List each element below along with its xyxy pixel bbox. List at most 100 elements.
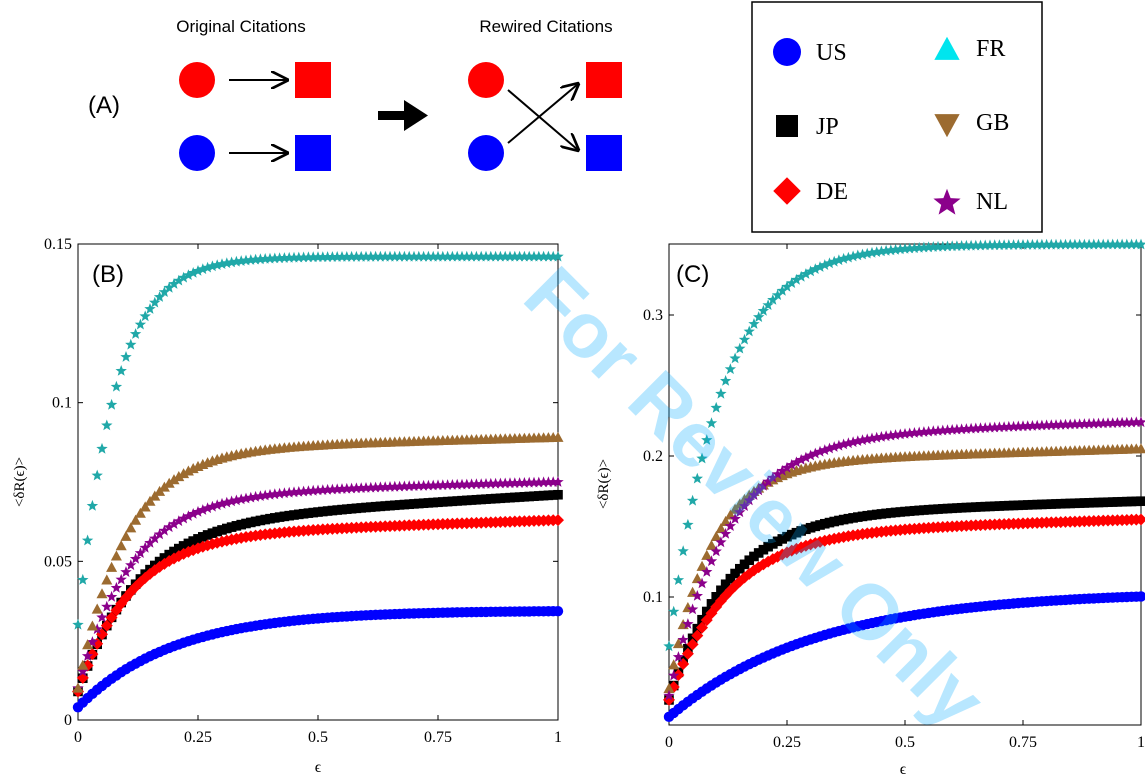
data-point-jp — [346, 503, 357, 514]
data-point-fr — [173, 274, 185, 286]
legend-box — [751, 1, 1043, 233]
data-point-fr — [979, 239, 991, 251]
x-tick-label: 0.25 — [184, 729, 212, 746]
data-point-nl — [115, 573, 127, 585]
data-point-nl — [129, 552, 142, 564]
data-point-fr — [365, 250, 377, 262]
data-point-nl — [856, 434, 869, 446]
data-point-fr — [1102, 238, 1114, 250]
data-point-nl — [427, 479, 439, 491]
data-point-nl — [278, 487, 291, 499]
data-point-fr — [965, 239, 977, 251]
data-point-gb — [1135, 443, 1145, 454]
data-point-fr — [321, 251, 334, 262]
data-point-nl — [1102, 417, 1114, 429]
data-point-fr — [206, 260, 219, 272]
data-point-nl — [485, 477, 497, 489]
data-point-us — [1135, 591, 1145, 602]
data-point-nl — [819, 444, 831, 455]
data-point-fr — [470, 250, 483, 262]
data-point-fr — [537, 250, 550, 262]
data-point-gb — [139, 501, 151, 512]
data-point-nl — [240, 492, 252, 504]
data-point-nl — [446, 479, 459, 490]
data-point-nl — [979, 422, 991, 433]
data-point-nl — [86, 636, 99, 647]
data-point-nl — [197, 504, 209, 515]
data-point-nl — [998, 421, 1010, 432]
data-point-nl — [336, 483, 348, 494]
data-point-nl — [77, 665, 89, 677]
data-point-nl — [168, 518, 180, 529]
data-point-fr — [814, 261, 826, 272]
x-tick-label: 0.5 — [895, 734, 915, 751]
y-tick-label: 0.3 — [643, 307, 663, 324]
data-point-de — [677, 658, 690, 671]
data-point-fr — [1097, 238, 1109, 250]
data-point-fr — [451, 250, 463, 262]
data-point-jp — [274, 512, 285, 522]
data-point-nl — [504, 477, 516, 489]
data-point-nl — [144, 537, 156, 548]
legend: US FR JP GB DE NL — [751, 1, 1043, 233]
data-point-nl — [734, 506, 746, 518]
data-point-nl — [96, 611, 108, 623]
data-point-nl — [91, 623, 103, 635]
data-point-fr — [254, 253, 267, 265]
series-us — [72, 605, 564, 713]
data-point-nl — [1064, 418, 1076, 430]
original-citations-title: Original Citations — [176, 17, 305, 36]
data-point-de — [1135, 513, 1145, 526]
data-point-gb — [705, 539, 717, 550]
rewired-arrow-red-to-blue — [507, 89, 578, 150]
series-jp — [664, 496, 1145, 705]
data-point-fr — [1069, 238, 1081, 250]
y-tick-label: 0.1 — [643, 589, 663, 606]
data-point-nl — [1097, 417, 1109, 429]
data-point-nl — [781, 461, 793, 473]
data-point-nl — [1040, 419, 1053, 431]
data-point-gb — [163, 477, 175, 488]
data-point-nl — [374, 481, 387, 493]
data-point-de — [681, 647, 694, 660]
data-point-nl — [842, 437, 854, 449]
data-point-fr — [795, 270, 807, 282]
data-point-gb — [115, 540, 127, 551]
data-point-fr — [1045, 238, 1057, 250]
data-point-nl — [729, 513, 741, 524]
data-point-fr — [283, 251, 295, 263]
data-point-jp — [701, 606, 712, 617]
data-point-gb — [77, 659, 89, 670]
data-point-nl — [1092, 417, 1105, 429]
blue-target-node — [295, 135, 331, 171]
chart-b-panel-label: (B) — [92, 261, 124, 288]
series-gb — [72, 431, 564, 693]
data-point-fr — [989, 239, 1001, 251]
y-tick-label: 0.05 — [44, 553, 72, 570]
data-point-nl — [885, 429, 897, 441]
data-point-fr — [422, 250, 435, 262]
data-point-fr — [1050, 238, 1062, 250]
data-point-nl — [542, 476, 555, 488]
data-point-nl — [795, 454, 807, 465]
data-point-fr — [663, 640, 675, 652]
data-point-fr — [72, 618, 84, 630]
data-point-fr — [437, 250, 449, 262]
data-point-fr — [293, 251, 305, 263]
x-tick-label: 0 — [665, 734, 673, 751]
data-point-fr — [960, 239, 972, 251]
data-point-nl — [871, 431, 883, 443]
x-tick-label: 0.75 — [1009, 734, 1037, 751]
data-point-gb — [710, 530, 722, 542]
data-point-fr — [804, 265, 817, 277]
data-point-fr — [201, 261, 214, 273]
data-point-fr — [1135, 238, 1145, 250]
data-point-nl — [384, 481, 396, 492]
data-point-jp — [1136, 496, 1145, 506]
data-point-nl — [230, 494, 243, 506]
data-point-fr — [393, 250, 406, 262]
data-point-fr — [105, 398, 118, 410]
data-point-nl — [206, 500, 219, 512]
data-point-nl — [668, 669, 680, 681]
data-point-fr — [894, 243, 906, 255]
